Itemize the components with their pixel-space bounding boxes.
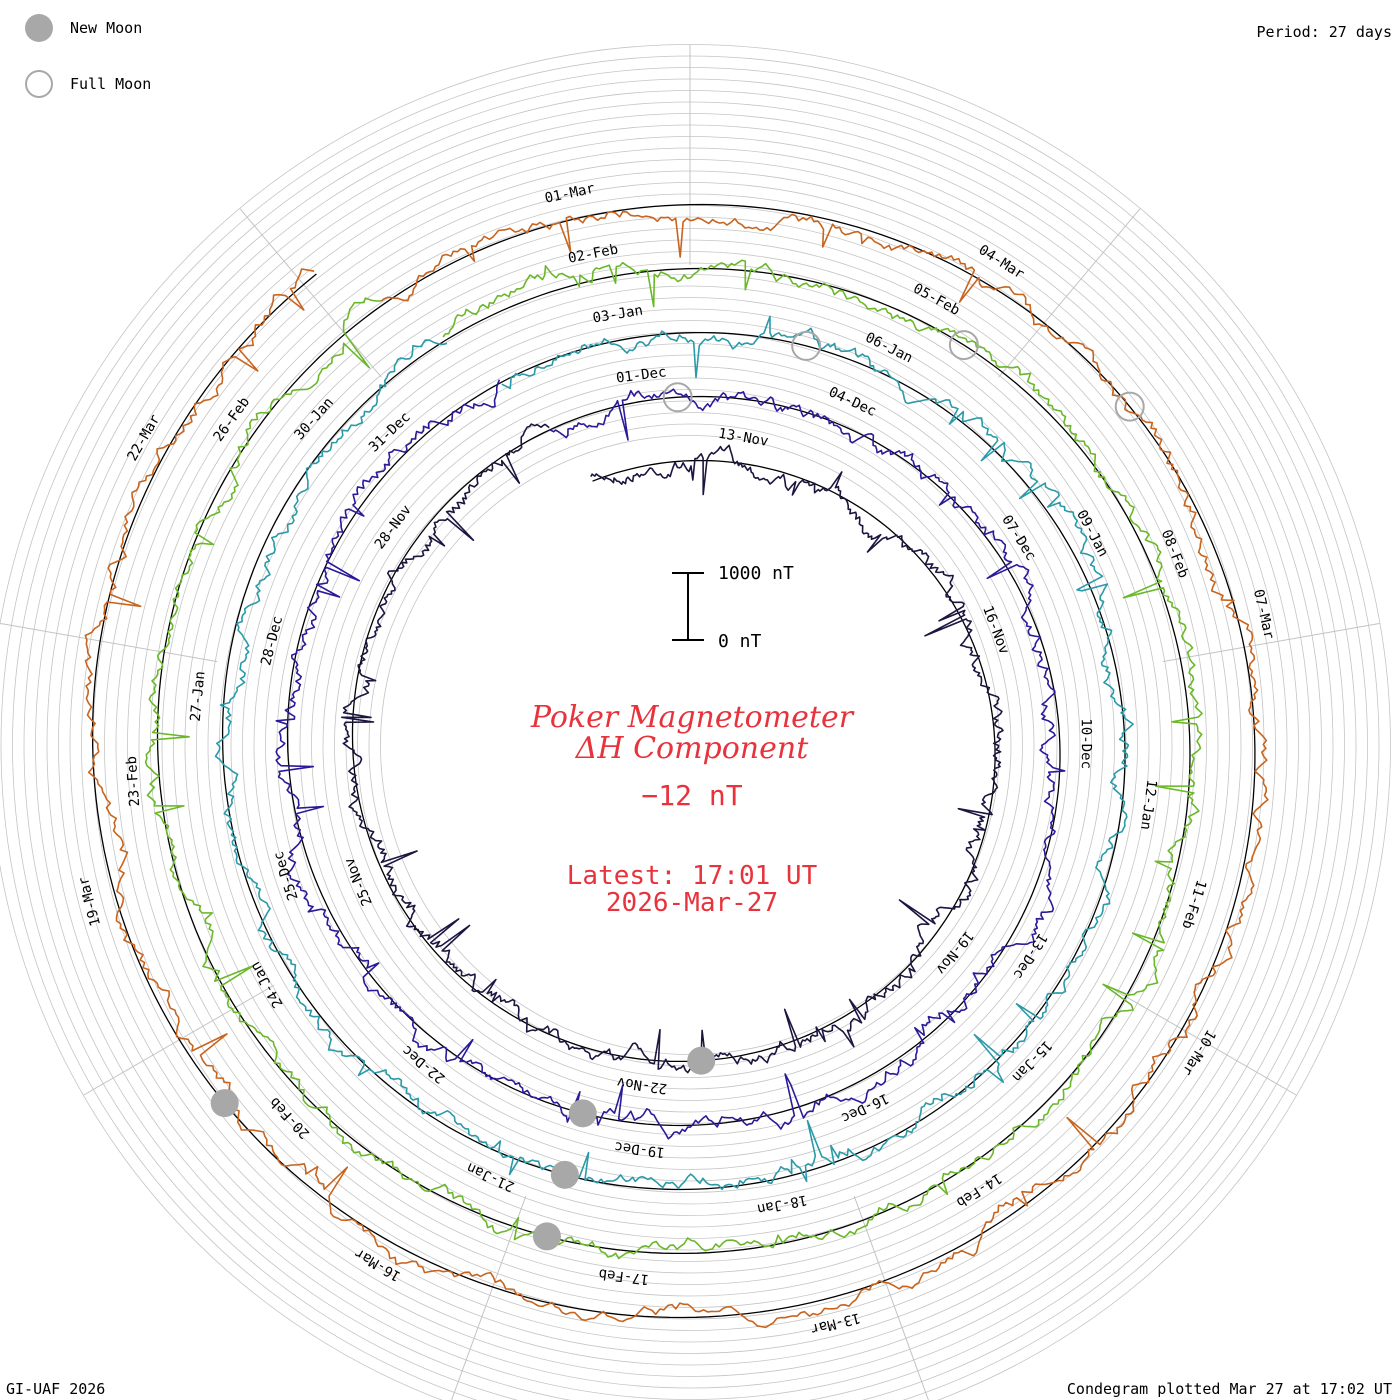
- date-label: 13-Mar: [809, 1309, 862, 1337]
- latest-time: Latest: 17:01 UT: [567, 861, 818, 891]
- center-mask: [390, 445, 990, 1045]
- scale-label-bottom: 0 nT: [718, 631, 762, 652]
- radial-grid-line: [0, 622, 218, 663]
- date-label: 19-Dec: [614, 1138, 666, 1160]
- radial-grid-line: [998, 208, 1141, 378]
- grid-ring: [219, 274, 1161, 1216]
- grid-ring: [0, 44, 1391, 1400]
- trace-mar-2026: [84, 210, 1269, 1329]
- full-moon-marker: [791, 330, 822, 361]
- magnetometer-traces: [84, 210, 1269, 1329]
- date-label: 05-Feb: [910, 281, 962, 319]
- date-label: 01-Dec: [615, 364, 667, 386]
- grid-ring: [299, 354, 1081, 1136]
- date-label: 28-Dec: [258, 614, 286, 667]
- radial-grid-line: [1162, 622, 1380, 663]
- new-moon-icon: [25, 14, 53, 42]
- new-moon-marker: [210, 1089, 239, 1118]
- grid-ring: [242, 297, 1138, 1193]
- scale-label-top: 1000 nT: [718, 563, 794, 584]
- grid-ring: [265, 320, 1115, 1170]
- moon-phase-markers: [210, 330, 1145, 1251]
- trace-nov-2025: [341, 423, 1004, 1074]
- radial-grid-line: [1105, 984, 1297, 1096]
- date-label: 27-Jan: [188, 670, 209, 722]
- radial-grid-line: [853, 1195, 929, 1400]
- grid-rings: [0, 44, 1391, 1400]
- grid-ring: [322, 377, 1058, 1113]
- date-label: 03-Jan: [592, 302, 645, 326]
- date-label: 04-Dec: [826, 384, 879, 420]
- date-label: 19-Nov: [932, 927, 976, 977]
- grid-ring: [276, 331, 1104, 1159]
- date-label: 23-Feb: [124, 756, 143, 808]
- date-label: 13-Nov: [717, 426, 770, 450]
- date-label: 15-Jan: [1009, 1037, 1055, 1085]
- chart-subtitle: ΔH Component: [575, 731, 809, 766]
- date-label: 22-Nov: [616, 1074, 668, 1097]
- date-label: 12-Jan: [1137, 779, 1159, 831]
- radial-grid-lines: [0, 45, 1380, 1400]
- date-label: 18-Jan: [756, 1191, 809, 1217]
- chart-title: Poker Magnetometer: [530, 700, 855, 735]
- footer-credit: GI-UAF 2026: [6, 1380, 106, 1398]
- date-label: 30-Jan: [291, 395, 336, 444]
- trace-dec-2025: [275, 379, 1066, 1140]
- center-titles: Poker Magnetometer ΔH Component −12 nT L…: [530, 700, 855, 918]
- legend-new-moon: New Moon: [25, 14, 142, 42]
- date-label: 09-Jan: [1073, 507, 1111, 559]
- date-label: 08-Feb: [1158, 528, 1192, 581]
- legend-new-moon-label: New Moon: [70, 19, 143, 37]
- grid-ring: [253, 308, 1127, 1182]
- date-label: 20-Feb: [267, 1094, 313, 1142]
- date-label: 10-Mar: [1178, 1027, 1218, 1078]
- footer-plot-time: Condegram plotted Mar 27 at 17:02 UT: [1066, 1380, 1392, 1398]
- date-label: 14-Feb: [953, 1170, 1004, 1211]
- trace-jan-2026: [214, 315, 1134, 1191]
- full-moon-icon: [25, 70, 53, 98]
- date-label: 19-Mar: [76, 875, 104, 928]
- legend-full-moon: Full Moon: [25, 70, 151, 98]
- full-moon-marker: [662, 382, 693, 413]
- date-label: 16-Dec: [839, 1090, 892, 1126]
- date-label: 17-Feb: [598, 1265, 650, 1287]
- date-label: 11-Feb: [1178, 878, 1209, 931]
- date-label: 02-Feb: [567, 241, 620, 266]
- scale-bar: 1000 nT 0 nT: [672, 563, 794, 652]
- trace-feb-2026: [144, 259, 1203, 1260]
- current-value: −12 nT: [641, 779, 742, 812]
- grid-ring: [230, 285, 1150, 1205]
- radial-grid-line: [239, 208, 382, 378]
- date-label: 10-Dec: [1078, 718, 1094, 769]
- radial-grid-line: [451, 1195, 527, 1400]
- new-moon-marker: [532, 1222, 561, 1251]
- full-moon-marker: [948, 330, 979, 361]
- latest-date: 2026-Mar-27: [606, 888, 778, 918]
- full-moon-marker: [1114, 391, 1145, 422]
- new-moon-marker: [550, 1160, 579, 1189]
- date-label: 24-Jan: [248, 959, 287, 1011]
- date-label: 21-Jan: [464, 1159, 517, 1195]
- new-moon-marker: [568, 1099, 597, 1128]
- new-moon-marker: [687, 1046, 716, 1075]
- date-label: 25-Dec: [271, 849, 302, 902]
- period-label: Period: 27 days: [1256, 23, 1392, 41]
- grid-ring: [357, 412, 1023, 1078]
- legend-full-moon-label: Full Moon: [70, 75, 152, 93]
- grid-ring: [311, 366, 1069, 1124]
- grid-ring: [288, 343, 1092, 1147]
- date-label: 01-Mar: [543, 181, 596, 207]
- date-label: 25-Nov: [342, 855, 376, 908]
